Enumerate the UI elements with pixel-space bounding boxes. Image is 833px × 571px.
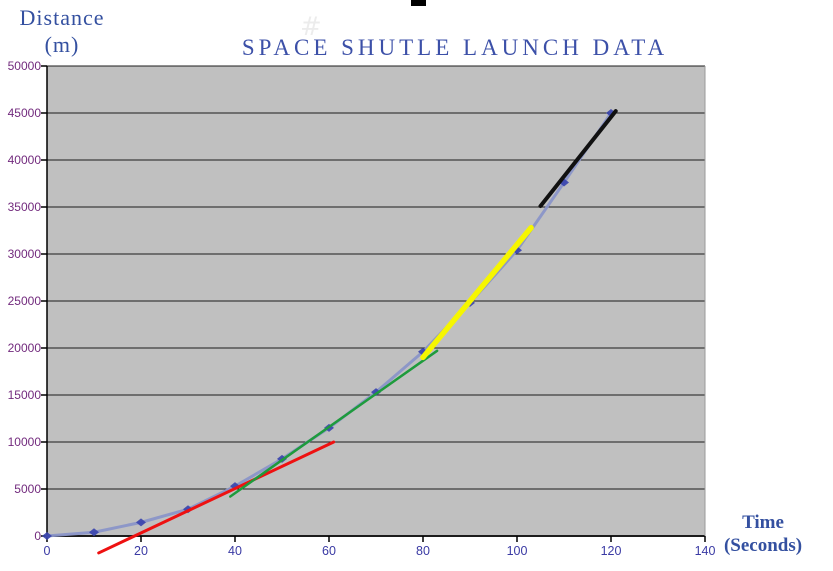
x-tick-label: 120 <box>600 544 622 558</box>
y-tick-label: 10000 <box>7 435 41 449</box>
y-axis-title: Distance (m) <box>6 4 118 58</box>
watermark-hash-artifact: # <box>300 12 322 42</box>
y-tick-label: 30000 <box>7 247 41 261</box>
y-tick-label: 0 <box>34 529 41 543</box>
y-tick-label: 40000 <box>7 153 41 167</box>
x-tick-label: 20 <box>134 544 148 558</box>
x-tick-label: 60 <box>322 544 336 558</box>
y-tick-label: 20000 <box>7 341 41 355</box>
y-tick-label: 15000 <box>7 388 41 402</box>
x-axis-title-line1: Time <box>742 512 784 533</box>
y-tick-label: 25000 <box>7 294 41 308</box>
cropped-text-fragment <box>411 0 426 6</box>
x-tick-label: 0 <box>43 544 51 558</box>
y-tick-label: 35000 <box>7 200 41 214</box>
y-tick-label: 5000 <box>14 482 41 496</box>
plot-area <box>47 66 705 536</box>
x-tick-label: 40 <box>228 544 242 558</box>
chart-title: SPACE SHUTLE LAUNCH DATA <box>241 35 669 60</box>
y-tick-label: 50000 <box>7 59 41 73</box>
y-axis-title-line1: Distance <box>19 5 105 30</box>
x-tick-label: 100 <box>506 544 528 558</box>
y-axis-title-line2: (m) <box>44 32 80 57</box>
y-tick-label: 45000 <box>7 106 41 120</box>
x-tick-label: 80 <box>416 544 430 558</box>
x-axis-title-line2: (Seconds) <box>723 535 803 556</box>
x-axis-title: Time (Seconds) <box>697 511 829 557</box>
